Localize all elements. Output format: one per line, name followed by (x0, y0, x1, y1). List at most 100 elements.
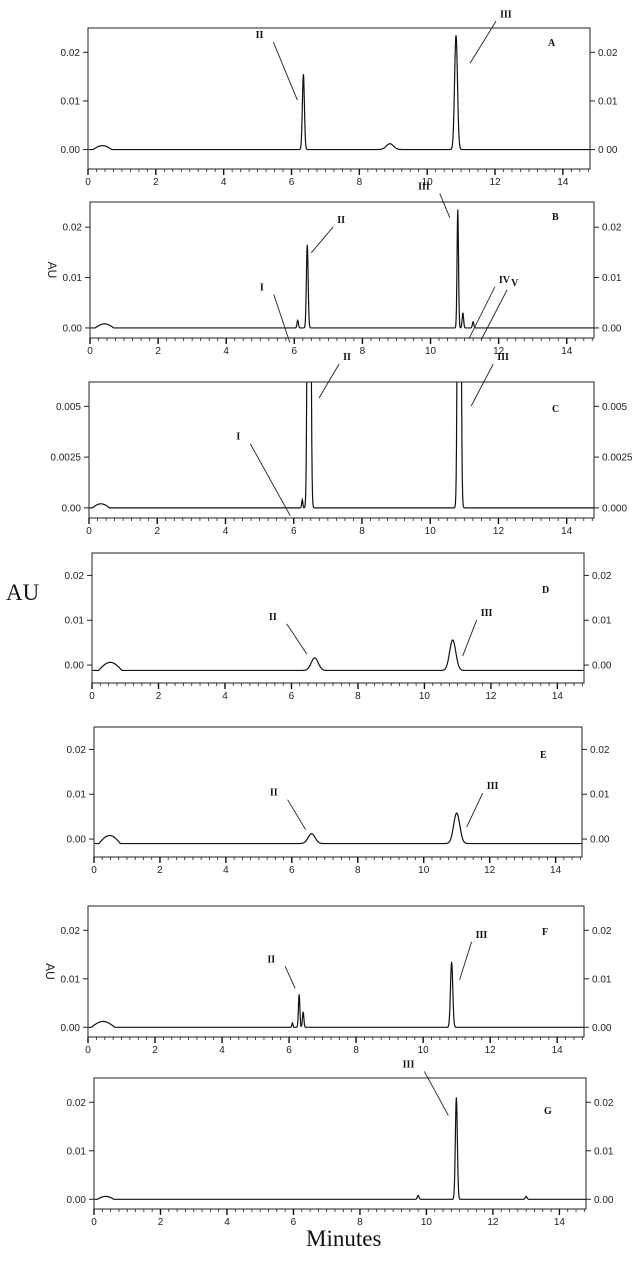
x-tick-label: 0 (86, 526, 92, 537)
peak-leader-line (423, 1071, 449, 1116)
y-tick-label-right: 0.01 (598, 96, 618, 107)
chromatogram-trace (90, 209, 594, 329)
y-tick-label-right: 0.00 (592, 661, 612, 672)
chromatogram-trace (88, 35, 590, 151)
y-tick-label-right: 0.0025 (602, 453, 633, 464)
y-tick-label-left: 0.005 (56, 402, 81, 413)
plot-frame (88, 381, 595, 519)
peak-label: II (337, 215, 345, 226)
y-tick-label-left: 0.01 (67, 1146, 87, 1157)
chromatogram-trace (89, 382, 594, 509)
y-tick-label-left: 0.00 (67, 1195, 87, 1206)
x-tick-label: 0 (91, 1217, 97, 1228)
x-axis-label: Minutes (306, 1226, 382, 1251)
x-tick-label: 4 (224, 1217, 230, 1228)
y-tick-label-left: 0.02 (67, 745, 87, 756)
x-tick-label: 4 (222, 691, 228, 702)
y-tick-label-left: 0.01 (67, 790, 87, 801)
x-tick-label: 0 (87, 346, 93, 357)
y-tick-label-right: 0.00 (592, 1023, 612, 1034)
x-tick-label: 12 (489, 177, 501, 188)
x-tick-label: 6 (291, 526, 297, 537)
panel-letter: B (552, 212, 559, 223)
x-tick-label: 10 (425, 346, 437, 357)
y-tick-label-right: 0.02 (602, 223, 622, 234)
y-tick-label-left: 0.0025 (50, 453, 81, 464)
x-tick-label: 10 (418, 1045, 430, 1056)
panel-f: 0 2 4 6 8 10 12 14 0.00 0.00 0.01 0.01 0.02 0.02 AU F II… (43, 905, 612, 1056)
x-tick-label: 4 (223, 865, 229, 876)
plot-frame (89, 201, 595, 339)
x-tick-label: 2 (158, 1217, 164, 1228)
peak-label: II (343, 352, 351, 363)
panel-e: 0 2 4 6 8 10 12 140.00 0.000.01 0.010.02 0.02EIIII… (67, 726, 610, 876)
x-tick-label: 0 (85, 177, 91, 188)
x-tick-label: 0 (91, 865, 97, 876)
y-tick-label-right: 0.00 (594, 1195, 614, 1206)
chromatogram-trace (94, 812, 582, 845)
y-tick-label-right: 0.00 (590, 835, 610, 846)
panel-y-axis-title: AU (43, 963, 57, 980)
y-tick-label-left: 0.02 (61, 48, 81, 59)
x-tick-label: 2 (152, 1045, 158, 1056)
x-tick-label: 2 (153, 177, 159, 188)
y-tick-label-right: 0.02 (598, 48, 618, 59)
y-tick-label-left: 0.01 (61, 96, 81, 107)
panel-letter: D (542, 585, 549, 596)
peak-leader-line (439, 193, 451, 218)
peak-label: IV (499, 275, 511, 286)
y-axis-label: AU (6, 580, 40, 605)
peak-label: III (487, 781, 499, 792)
y-tick-label-left: 0.00 (62, 503, 82, 514)
chromatogram-trace (92, 639, 584, 672)
y-tick-label-right: 0.02 (592, 926, 612, 937)
x-tick-label: 6 (289, 177, 295, 188)
peak-leader-line (272, 42, 298, 101)
y-tick-label-right: 0.01 (590, 790, 610, 801)
peak-label: II (270, 788, 278, 799)
x-tick-label: 10 (418, 865, 430, 876)
x-tick-label: 8 (355, 691, 361, 702)
y-tick-label-right: 0.01 (592, 616, 612, 627)
y-tick-label-right: 0.01 (594, 1146, 614, 1157)
x-tick-label: 12 (493, 526, 505, 537)
x-tick-label: 14 (554, 1217, 566, 1228)
peak-label: II (269, 612, 277, 623)
x-tick-label: 10 (422, 177, 434, 188)
panel-y-axis-title: AU (45, 262, 59, 279)
y-tick-label-right: 0.02 (594, 1098, 614, 1109)
y-tick-label-right: 0.005 (602, 402, 627, 413)
x-tick-label: 6 (292, 346, 298, 357)
peak-label: I (236, 432, 240, 443)
peak-label: I (260, 282, 264, 293)
y-tick-label-right: 0.00 (602, 323, 622, 334)
peak-label: II (267, 954, 275, 965)
peak-leader-line (318, 363, 340, 399)
x-tick-label: 0 (89, 691, 95, 702)
x-tick-label: 12 (484, 865, 496, 876)
peak-leader-line (466, 792, 484, 828)
x-tick-label: 2 (156, 691, 162, 702)
x-tick-label: 4 (223, 526, 229, 537)
x-tick-label: 10 (421, 1217, 433, 1228)
x-tick-label: 14 (552, 1045, 564, 1056)
panel-letter: F (542, 927, 548, 938)
x-tick-label: 8 (353, 1045, 359, 1056)
peak-leader-line (286, 623, 308, 655)
x-tick-label: 10 (419, 691, 431, 702)
x-tick-label: 6 (291, 1217, 297, 1228)
x-tick-label: 4 (219, 1045, 225, 1056)
peak-label: III (497, 352, 509, 363)
chromatogram-trace (88, 961, 584, 1028)
peak-leader-line (480, 289, 508, 341)
peak-leader-line (470, 363, 494, 407)
y-tick-label-left: 0.00 (67, 835, 87, 846)
y-tick-label-right: 0.01 (592, 974, 612, 985)
x-tick-label: 8 (355, 865, 361, 876)
plot-frame (93, 726, 583, 858)
y-tick-label-right: 0.01 (602, 273, 622, 284)
peak-leader-line (284, 966, 296, 989)
